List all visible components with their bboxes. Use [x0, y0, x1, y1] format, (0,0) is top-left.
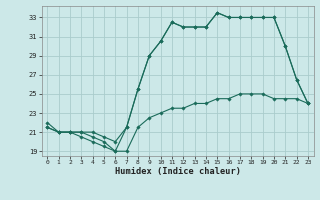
X-axis label: Humidex (Indice chaleur): Humidex (Indice chaleur) [115, 167, 241, 176]
